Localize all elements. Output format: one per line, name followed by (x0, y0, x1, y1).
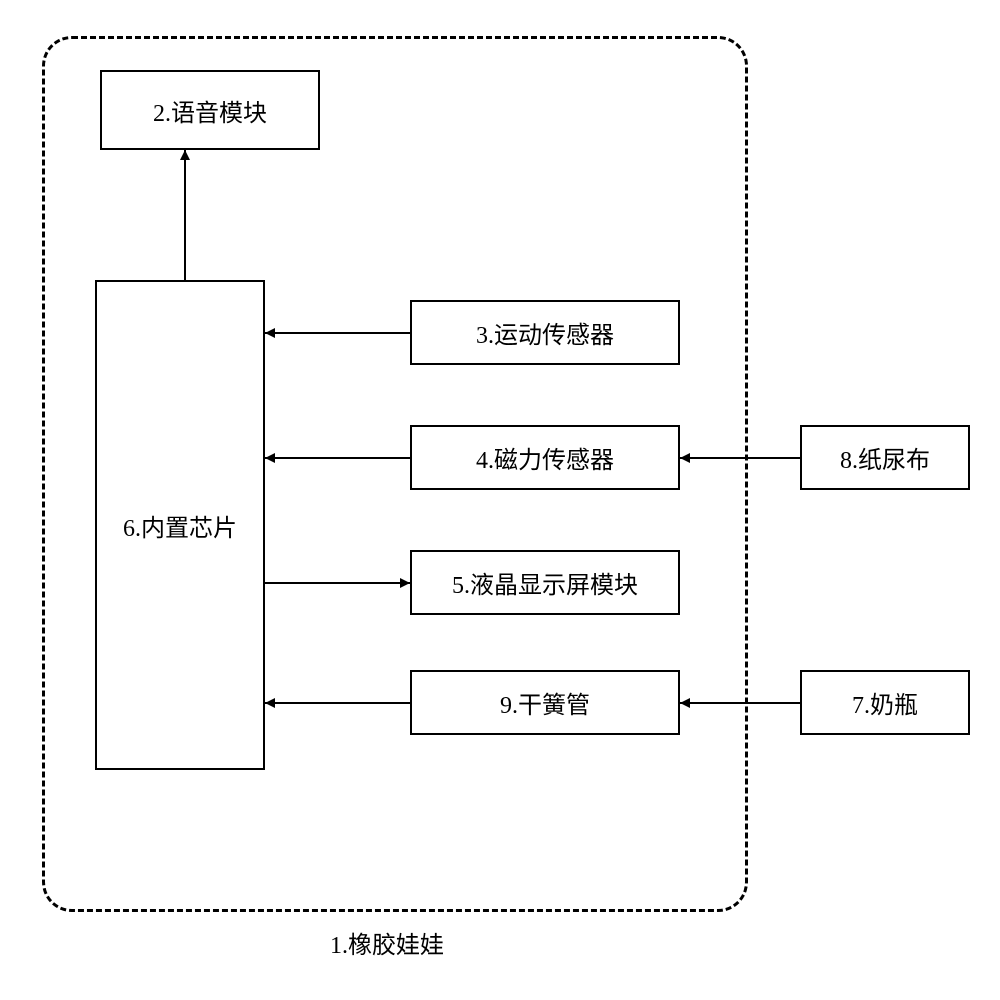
magnet-sensor-box: 4.磁力传感器 (410, 425, 680, 490)
voice-module-box: 2.语音模块 (100, 70, 320, 150)
lcd-module-text: 5.液晶显示屏模块 (452, 565, 638, 600)
reed-switch-text: 9.干簧管 (500, 685, 590, 720)
reed-switch-box: 9.干簧管 (410, 670, 680, 735)
lcd-module-box: 5.液晶显示屏模块 (410, 550, 680, 615)
diaper-text: 8.纸尿布 (840, 440, 930, 475)
chip-box: 6.内置芯片 (95, 280, 265, 770)
diaper-box: 8.纸尿布 (800, 425, 970, 490)
voice-module-text: 2.语音模块 (153, 93, 267, 128)
motion-sensor-box: 3.运动传感器 (410, 300, 680, 365)
chip-text: 6.内置芯片 (123, 508, 237, 543)
container-label: 1.橡胶娃娃 (330, 925, 444, 960)
magnet-sensor-text: 4.磁力传感器 (476, 440, 614, 475)
bottle-text: 7.奶瓶 (852, 685, 918, 720)
bottle-box: 7.奶瓶 (800, 670, 970, 735)
motion-sensor-text: 3.运动传感器 (476, 315, 614, 350)
